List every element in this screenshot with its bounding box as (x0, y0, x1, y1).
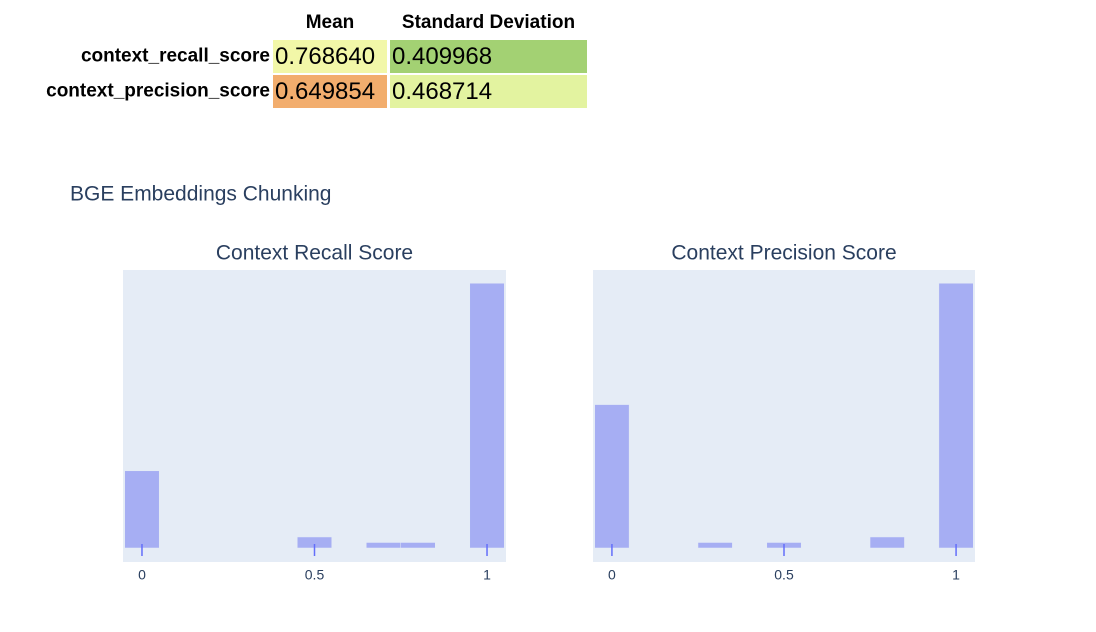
x-tick-label: 0 (138, 567, 146, 583)
table-cell (390, 40, 587, 73)
cell-value: 0.409968 (392, 43, 492, 70)
column-header: Mean (306, 12, 355, 33)
plot-area (593, 270, 975, 562)
bar (400, 542, 436, 549)
table-cell (273, 40, 387, 73)
table-cell (390, 75, 587, 108)
x-tick-label: 1 (483, 567, 491, 583)
subplot-title: Context Recall Score (216, 242, 413, 265)
x-tick-label: 1 (952, 567, 960, 583)
row-header: context_recall_score (81, 46, 270, 67)
column-header: Standard Deviation (402, 12, 575, 33)
plot-area (123, 270, 506, 562)
table-cell (273, 75, 387, 108)
bar (124, 470, 160, 549)
cell-value: 0.468714 (392, 78, 492, 105)
x-tick-label: 0 (608, 567, 616, 583)
bar (366, 542, 402, 549)
figure-title: BGE Embeddings Chunking (70, 183, 332, 206)
x-tick-label: 0.5 (774, 567, 794, 583)
row-header: context_precision_score (46, 81, 270, 102)
x-tick-label: 0.5 (305, 567, 325, 583)
bar (594, 404, 630, 549)
subplot-title: Context Precision Score (671, 242, 896, 265)
cell-value: 0.768640 (275, 43, 375, 70)
bar (469, 282, 505, 549)
cell-value: 0.649854 (275, 78, 375, 105)
bar (697, 542, 733, 549)
bar (938, 282, 974, 549)
bar (869, 536, 905, 549)
